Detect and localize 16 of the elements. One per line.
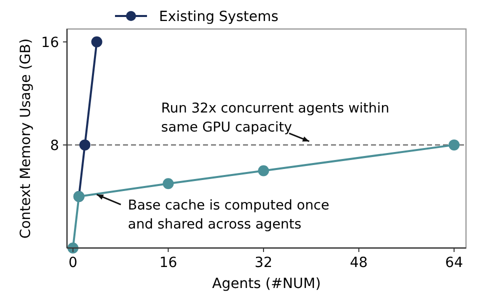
point [162,178,174,190]
point [91,36,102,48]
annotation: Run 32x concurrent agents within same GPU capacity [161,100,390,136]
annotation: Base cache is computed once and shared across agents [128,198,330,233]
x-tick-label: 48 [350,255,368,271]
x-axis-title: Agents (#NUM) [212,276,321,292]
x-tick-label: 0 [68,255,78,271]
x-tick-label: 16 [159,255,178,271]
point [258,165,270,176]
y-tick-label: 8 [50,138,59,154]
x-tick-label: 64 [445,255,464,271]
point [448,139,460,150]
legend-label: Existing Systems [159,9,278,25]
y-axis-title: Context Memory Usage (GB) [18,38,34,239]
point [79,139,90,150]
x-tick-label: 32 [254,255,272,271]
